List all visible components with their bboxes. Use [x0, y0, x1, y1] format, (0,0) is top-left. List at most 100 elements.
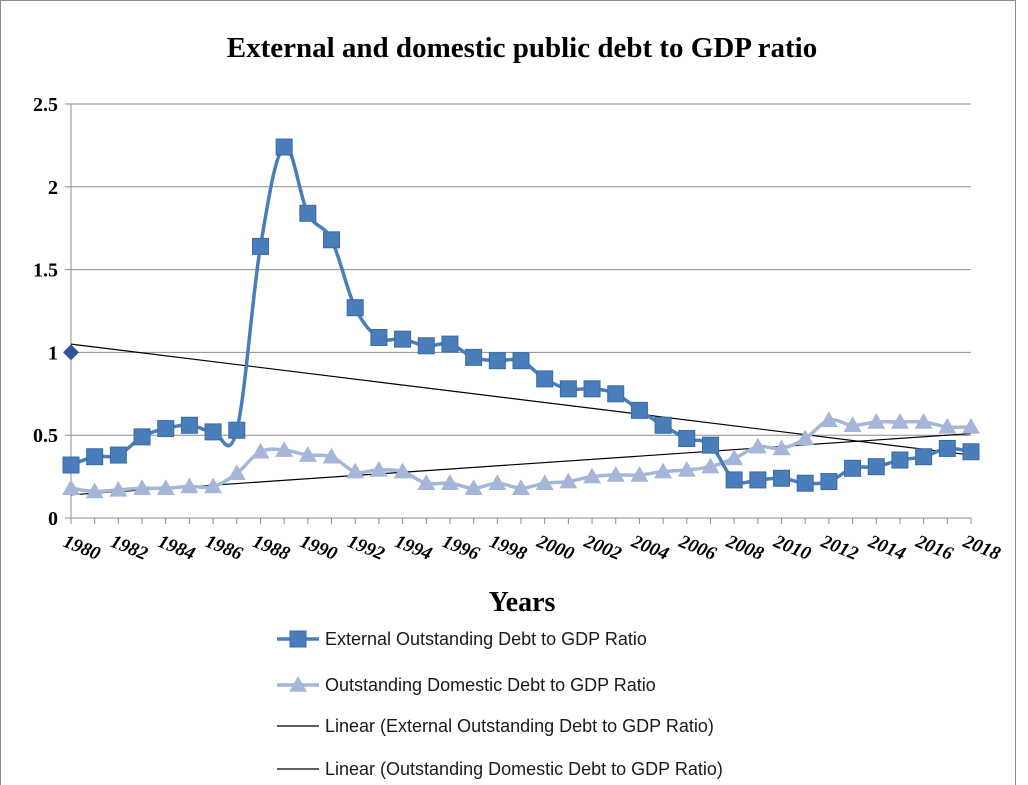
data-point [701, 436, 719, 454]
data-point [465, 348, 483, 366]
data-point [394, 330, 412, 348]
x-tick-label: 2000 [533, 531, 577, 565]
data-point [251, 237, 269, 255]
data-point [536, 370, 554, 388]
data-point [299, 204, 317, 222]
data-point [701, 457, 720, 474]
x-axis-label: Years [489, 587, 556, 618]
data-point [85, 482, 104, 499]
x-tick-label: 2018 [959, 531, 1003, 565]
data-point [464, 479, 483, 495]
x-tick-label: 2012 [817, 531, 861, 565]
data-point [796, 429, 815, 446]
x-tick-label: 2016 [912, 531, 956, 565]
legend-entry: Linear (External Outstanding Debt to GDP… [325, 716, 714, 736]
data-point [559, 472, 578, 489]
data-point [346, 462, 365, 479]
data-point [204, 477, 223, 494]
data-point [677, 460, 696, 477]
data-point [86, 448, 104, 466]
data-point [654, 416, 672, 434]
y-tick-label: 1 [48, 342, 58, 364]
data-point [606, 465, 625, 482]
data-point [157, 420, 175, 438]
data-point [369, 460, 388, 477]
data-point [251, 442, 270, 459]
data-point [843, 416, 862, 433]
data-point [62, 479, 80, 495]
data-point [488, 474, 507, 490]
y-tick-labels: 0 0.5 1 1.5 2 2.5 [33, 94, 58, 530]
data-point [180, 477, 199, 494]
x-tick-label: 1986 [202, 531, 246, 565]
y-tick-label: 1.5 [33, 260, 58, 282]
data-point [62, 456, 80, 474]
data-point [109, 446, 127, 464]
annotations [63, 344, 79, 361]
data-point [749, 471, 767, 489]
data-point [915, 448, 933, 466]
x-tick-label: 1998 [486, 531, 530, 565]
series [62, 138, 980, 499]
gridlines [71, 103, 971, 436]
x-tick-label: 1990 [297, 531, 341, 565]
x-tick-label: 1996 [439, 531, 483, 565]
data-point [204, 423, 222, 441]
x-tick-label: 2004 [628, 531, 672, 565]
data-point [938, 417, 957, 434]
data-point [819, 411, 838, 428]
data-point [441, 335, 459, 353]
data-point [512, 479, 530, 495]
data-point [867, 412, 886, 429]
x-tick-labels: 1980 1982 1984 1986 1988 1990 1992 1994 1996 1998… [60, 531, 1004, 565]
x-tick-label: 2002 [580, 531, 624, 565]
data-point [962, 417, 980, 434]
x-tick-label: 2006 [675, 531, 719, 565]
x-tick-label: 1982 [107, 531, 151, 565]
x-tick-label: 1992 [344, 531, 388, 565]
data-point [275, 441, 294, 457]
data-point [630, 401, 648, 419]
chart-title: External and domestic public debt to GDP… [227, 32, 817, 64]
y-tick-label: 2.5 [33, 94, 58, 116]
data-point [370, 328, 388, 346]
data-point [559, 380, 577, 398]
data-point [180, 416, 198, 434]
data-point [227, 464, 246, 481]
legend-entry: Outstanding Domestic Debt to GDP Ratio [325, 675, 656, 695]
data-point [346, 299, 364, 317]
data-point [678, 430, 696, 448]
data-point [890, 412, 909, 429]
x-tick-label: 2014 [864, 531, 908, 565]
x-tick-label: 1980 [60, 531, 104, 565]
x-tick-label: 1984 [155, 531, 198, 565]
data-point [844, 459, 862, 477]
data-point [133, 479, 152, 495]
trendline [70, 343, 972, 456]
data-point [607, 385, 625, 403]
data-point [298, 446, 317, 462]
y-tick-label: 0.5 [33, 425, 58, 447]
data-point [654, 462, 673, 479]
data-point [938, 439, 956, 457]
legend-swatch-marker [289, 676, 307, 692]
x-tick-label: 1988 [250, 531, 294, 565]
data-point [322, 447, 341, 464]
data-point [156, 479, 175, 495]
x-tick-label: 2010 [770, 531, 814, 565]
data-point [772, 439, 791, 456]
data-point [535, 474, 554, 490]
data-point [748, 437, 767, 454]
data-point [133, 428, 151, 446]
x-tick-label: 1994 [392, 531, 435, 565]
data-point [488, 352, 506, 370]
data-point [962, 443, 980, 461]
data-point [725, 449, 744, 466]
data-point [773, 469, 791, 487]
data-point [796, 474, 814, 492]
legend-entry: Linear (Outstanding Domestic Debt to GDP… [325, 759, 723, 779]
data-point [630, 465, 649, 482]
data-point [583, 467, 602, 484]
